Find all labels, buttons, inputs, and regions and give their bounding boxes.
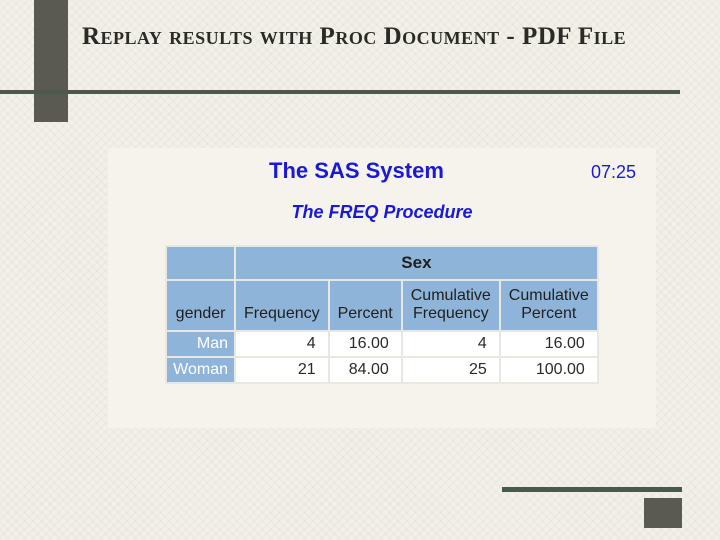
- cell-cum-frequency: 4: [402, 331, 500, 357]
- table-header-row: gender Frequency Percent Cumulative Freq…: [166, 280, 598, 331]
- footer-underline: [502, 487, 682, 492]
- title-underline: [0, 90, 680, 94]
- col-percent: Percent: [329, 280, 402, 331]
- corner-cell: [166, 246, 235, 280]
- table-header-span-row: Sex: [166, 246, 598, 280]
- system-time: 07:25: [591, 162, 642, 183]
- col-cum-frequency-l1: Cumulative: [411, 287, 491, 304]
- system-header-row: The SAS System 07:25: [108, 148, 656, 188]
- cell-cum-frequency: 25: [402, 357, 500, 383]
- freq-table: Sex gender Frequency Percent Cumulative …: [165, 245, 599, 384]
- table-row: Man 4 16.00 4 16.00: [166, 331, 598, 357]
- left-accent-bar: [34, 0, 68, 122]
- procedure-title: The FREQ Procedure: [108, 202, 656, 223]
- row-gender: Woman: [166, 357, 235, 383]
- row-gender: Man: [166, 331, 235, 357]
- cell-percent: 84.00: [329, 357, 402, 383]
- cell-percent: 16.00: [329, 331, 402, 357]
- slide-title: Replay results with Proc Document - PDF …: [82, 22, 682, 52]
- cell-cum-percent: 100.00: [500, 357, 598, 383]
- col-cum-frequency-l2: Frequency: [413, 305, 489, 322]
- cell-frequency: 4: [235, 331, 329, 357]
- col-frequency: Frequency: [235, 280, 329, 331]
- footer-accent-block: [644, 498, 682, 528]
- report-frame: The SAS System 07:25 The FREQ Procedure …: [108, 148, 656, 428]
- table-row: Woman 21 84.00 25 100.00: [166, 357, 598, 383]
- cell-frequency: 21: [235, 357, 329, 383]
- col-cum-percent-l2: Percent: [521, 305, 576, 322]
- col-gender: gender: [166, 280, 235, 331]
- system-title: The SAS System: [122, 158, 591, 184]
- col-cum-percent: Cumulative Percent: [500, 280, 598, 331]
- col-cum-frequency: Cumulative Frequency: [402, 280, 500, 331]
- cell-cum-percent: 16.00: [500, 331, 598, 357]
- col-cum-percent-l1: Cumulative: [509, 287, 589, 304]
- span-header: Sex: [235, 246, 598, 280]
